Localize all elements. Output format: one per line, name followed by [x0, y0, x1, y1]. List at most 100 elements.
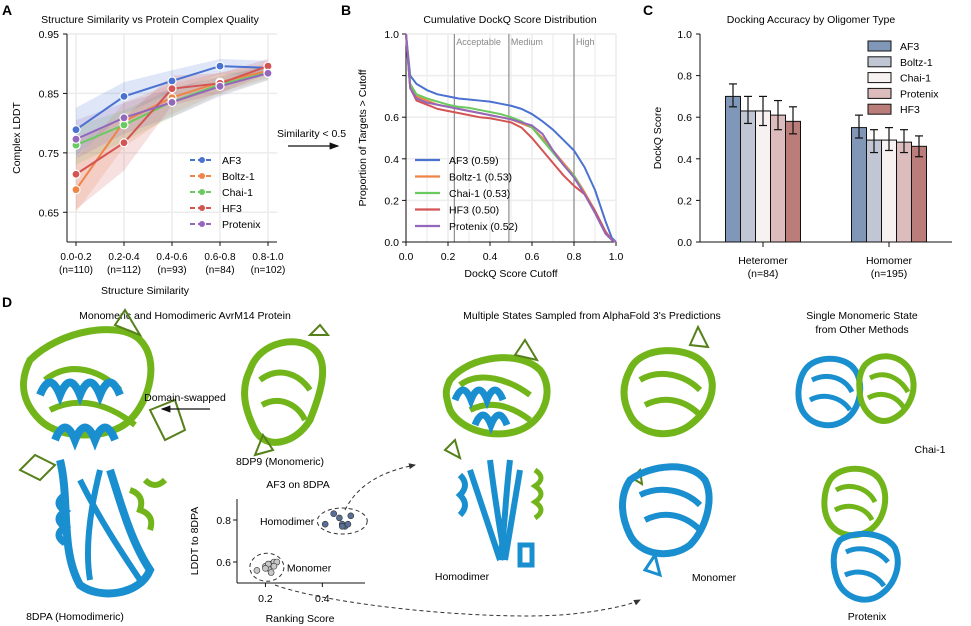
bar-bar_af3	[851, 127, 867, 243]
scatter-point-homodimer	[338, 522, 346, 530]
monomer-cluster-outline	[249, 552, 285, 582]
x-tick-label: 0.4	[483, 251, 498, 263]
legend-label: Chai-1	[900, 73, 931, 85]
legend-label: Boltz-1	[222, 171, 255, 183]
x-tick-count: (n=112)	[107, 265, 141, 276]
label-chai-1: Chai-1	[915, 444, 946, 456]
legend-label: Boltz-1	[900, 57, 933, 69]
y-tick-label: 0.0	[384, 237, 399, 249]
y-tick-label: 0.4	[677, 154, 692, 166]
y-tick-label: 0.8	[677, 71, 692, 83]
y-tick-label: 0.65	[39, 207, 60, 219]
inset-title: AF3 on 8DPA	[266, 479, 329, 491]
bar-bar_chai	[755, 110, 771, 243]
homodimer-cluster-outline	[316, 507, 368, 535]
legend-marker-protenix	[199, 221, 205, 227]
x-tick-label: 0.4-0.6	[156, 252, 188, 263]
panel-a-line-chart: Structure Similarity vs Protein Complex …	[11, 14, 285, 297]
data-point-protenix	[71, 134, 81, 144]
x-tick-count: (n=93)	[157, 265, 186, 276]
y-axis-label: Complex LDDT	[11, 102, 23, 174]
bar-bar_boltz	[866, 139, 882, 243]
similarity-note: Similarity < 0.5	[277, 128, 346, 140]
legend-marker-boltz	[199, 173, 205, 179]
bar-bar_hf3	[785, 120, 801, 243]
data-point-protenix	[215, 81, 225, 91]
y-tick-label: 0.8	[216, 515, 231, 527]
y-tick-label: 0.0	[677, 237, 692, 249]
x-tick-label: 0.6	[525, 251, 540, 263]
legend-label: HF3	[222, 203, 242, 215]
x-tick-label: 0.0-0.2	[60, 252, 92, 263]
data-point-boltz	[71, 185, 81, 195]
cluster-label-monomer: Monomer	[287, 562, 332, 574]
legend-marker-hf3	[199, 205, 205, 211]
legend-label: AF3	[900, 41, 919, 53]
ci-band-af3	[76, 58, 268, 156]
panel-label-c: C	[643, 2, 653, 18]
panel-d-inset-scatter: AF3 on 8DPA 0.6 0.8 0.2 0.4 Ranking Score LDDT…	[189, 479, 368, 625]
x-axis-label: Structure Similarity	[101, 285, 190, 297]
series-line-af3	[405, 33, 617, 243]
protein-af3-homodimer	[442, 338, 551, 568]
scatter-point-monomer	[270, 562, 278, 570]
y-tick-label: 1.0	[677, 29, 692, 41]
x-tick-label: 0.2-0.4	[108, 252, 140, 263]
x-tick-label: 0.2	[441, 251, 456, 263]
panel-label-b: B	[341, 2, 351, 18]
threshold-label: Medium	[511, 37, 543, 47]
panel-d-middle-title: Multiple States Sampled from AlphaFold 3…	[463, 310, 721, 322]
x-tick-label: 0.6-0.8	[204, 252, 236, 263]
legend-swatch-bar_boltz	[867, 56, 892, 68]
legend-label: HF3 (0.50)	[449, 205, 499, 217]
scatter-point-homodimer	[321, 520, 329, 528]
threshold-label: Acceptable	[456, 37, 501, 47]
y-tick-label: 0.6	[216, 557, 231, 569]
legend-label: AF3	[222, 155, 241, 167]
legend-swatch-bar_af3	[867, 40, 892, 52]
label-8dpa: 8DPA (Homodimeric)	[26, 611, 124, 623]
data-point-protenix	[263, 68, 273, 78]
x-tick-label: 0.0	[399, 251, 414, 263]
data-point-af3	[215, 61, 225, 71]
x-tick-label: 1.0	[609, 251, 624, 263]
x-axis-label: Ranking Score	[266, 613, 335, 625]
protein-protenix	[821, 465, 901, 603]
legend-label: AF3 (0.59)	[449, 155, 499, 167]
data-point-af3	[71, 125, 81, 135]
x-tick-count: (n=195)	[871, 268, 907, 280]
panel-label-a: A	[2, 2, 12, 18]
legend-marker-af3	[199, 157, 205, 163]
panel-d-left-title: Monomeric and Homodimeric AvrM14 Protein	[79, 310, 291, 322]
panel-c-bar-chart: Docking Accuracy by Oligomer Type 0.0 0.2 0…	[652, 14, 952, 280]
scatter-point-homodimer	[347, 512, 355, 520]
scatter-point-homodimer	[330, 510, 338, 518]
scatter-point-homodimer	[336, 514, 343, 522]
bar-bar_hf3	[911, 145, 927, 243]
x-tick-count: (n=84)	[748, 268, 779, 280]
protein-chai-1	[795, 353, 917, 429]
legend-label: HF3	[900, 104, 920, 116]
data-point-protenix	[119, 113, 129, 123]
data-point-protenix	[167, 97, 177, 107]
x-tick-label: Homomer	[866, 255, 913, 267]
panel-d-right-title-1: Single Monomeric State	[806, 310, 918, 322]
label-protenix: Protenix	[848, 611, 887, 623]
chart-title: Structure Similarity vs Protein Complex …	[41, 14, 259, 26]
chart-title: Docking Accuracy by Oligomer Type	[727, 14, 896, 26]
bar-bar_protenix	[770, 114, 786, 243]
series-line-protenix	[405, 33, 617, 243]
dashed-link-monomer	[274, 584, 641, 617]
legend-swatch-bar_hf3	[867, 103, 892, 115]
scatter-point-homodimer	[344, 520, 352, 528]
protein-8dpa-homodimer	[18, 308, 187, 598]
bar-bar_chai	[881, 139, 897, 243]
x-tick-count: (n=102)	[251, 265, 286, 276]
y-tick-label: 0.2	[384, 195, 399, 207]
x-tick-label: 0.2	[258, 593, 273, 605]
y-axis-label: LDDT to 8DPA	[189, 507, 201, 575]
legend-marker-chai	[199, 189, 205, 195]
legend-label: Boltz-1 (0.53)	[449, 172, 512, 184]
